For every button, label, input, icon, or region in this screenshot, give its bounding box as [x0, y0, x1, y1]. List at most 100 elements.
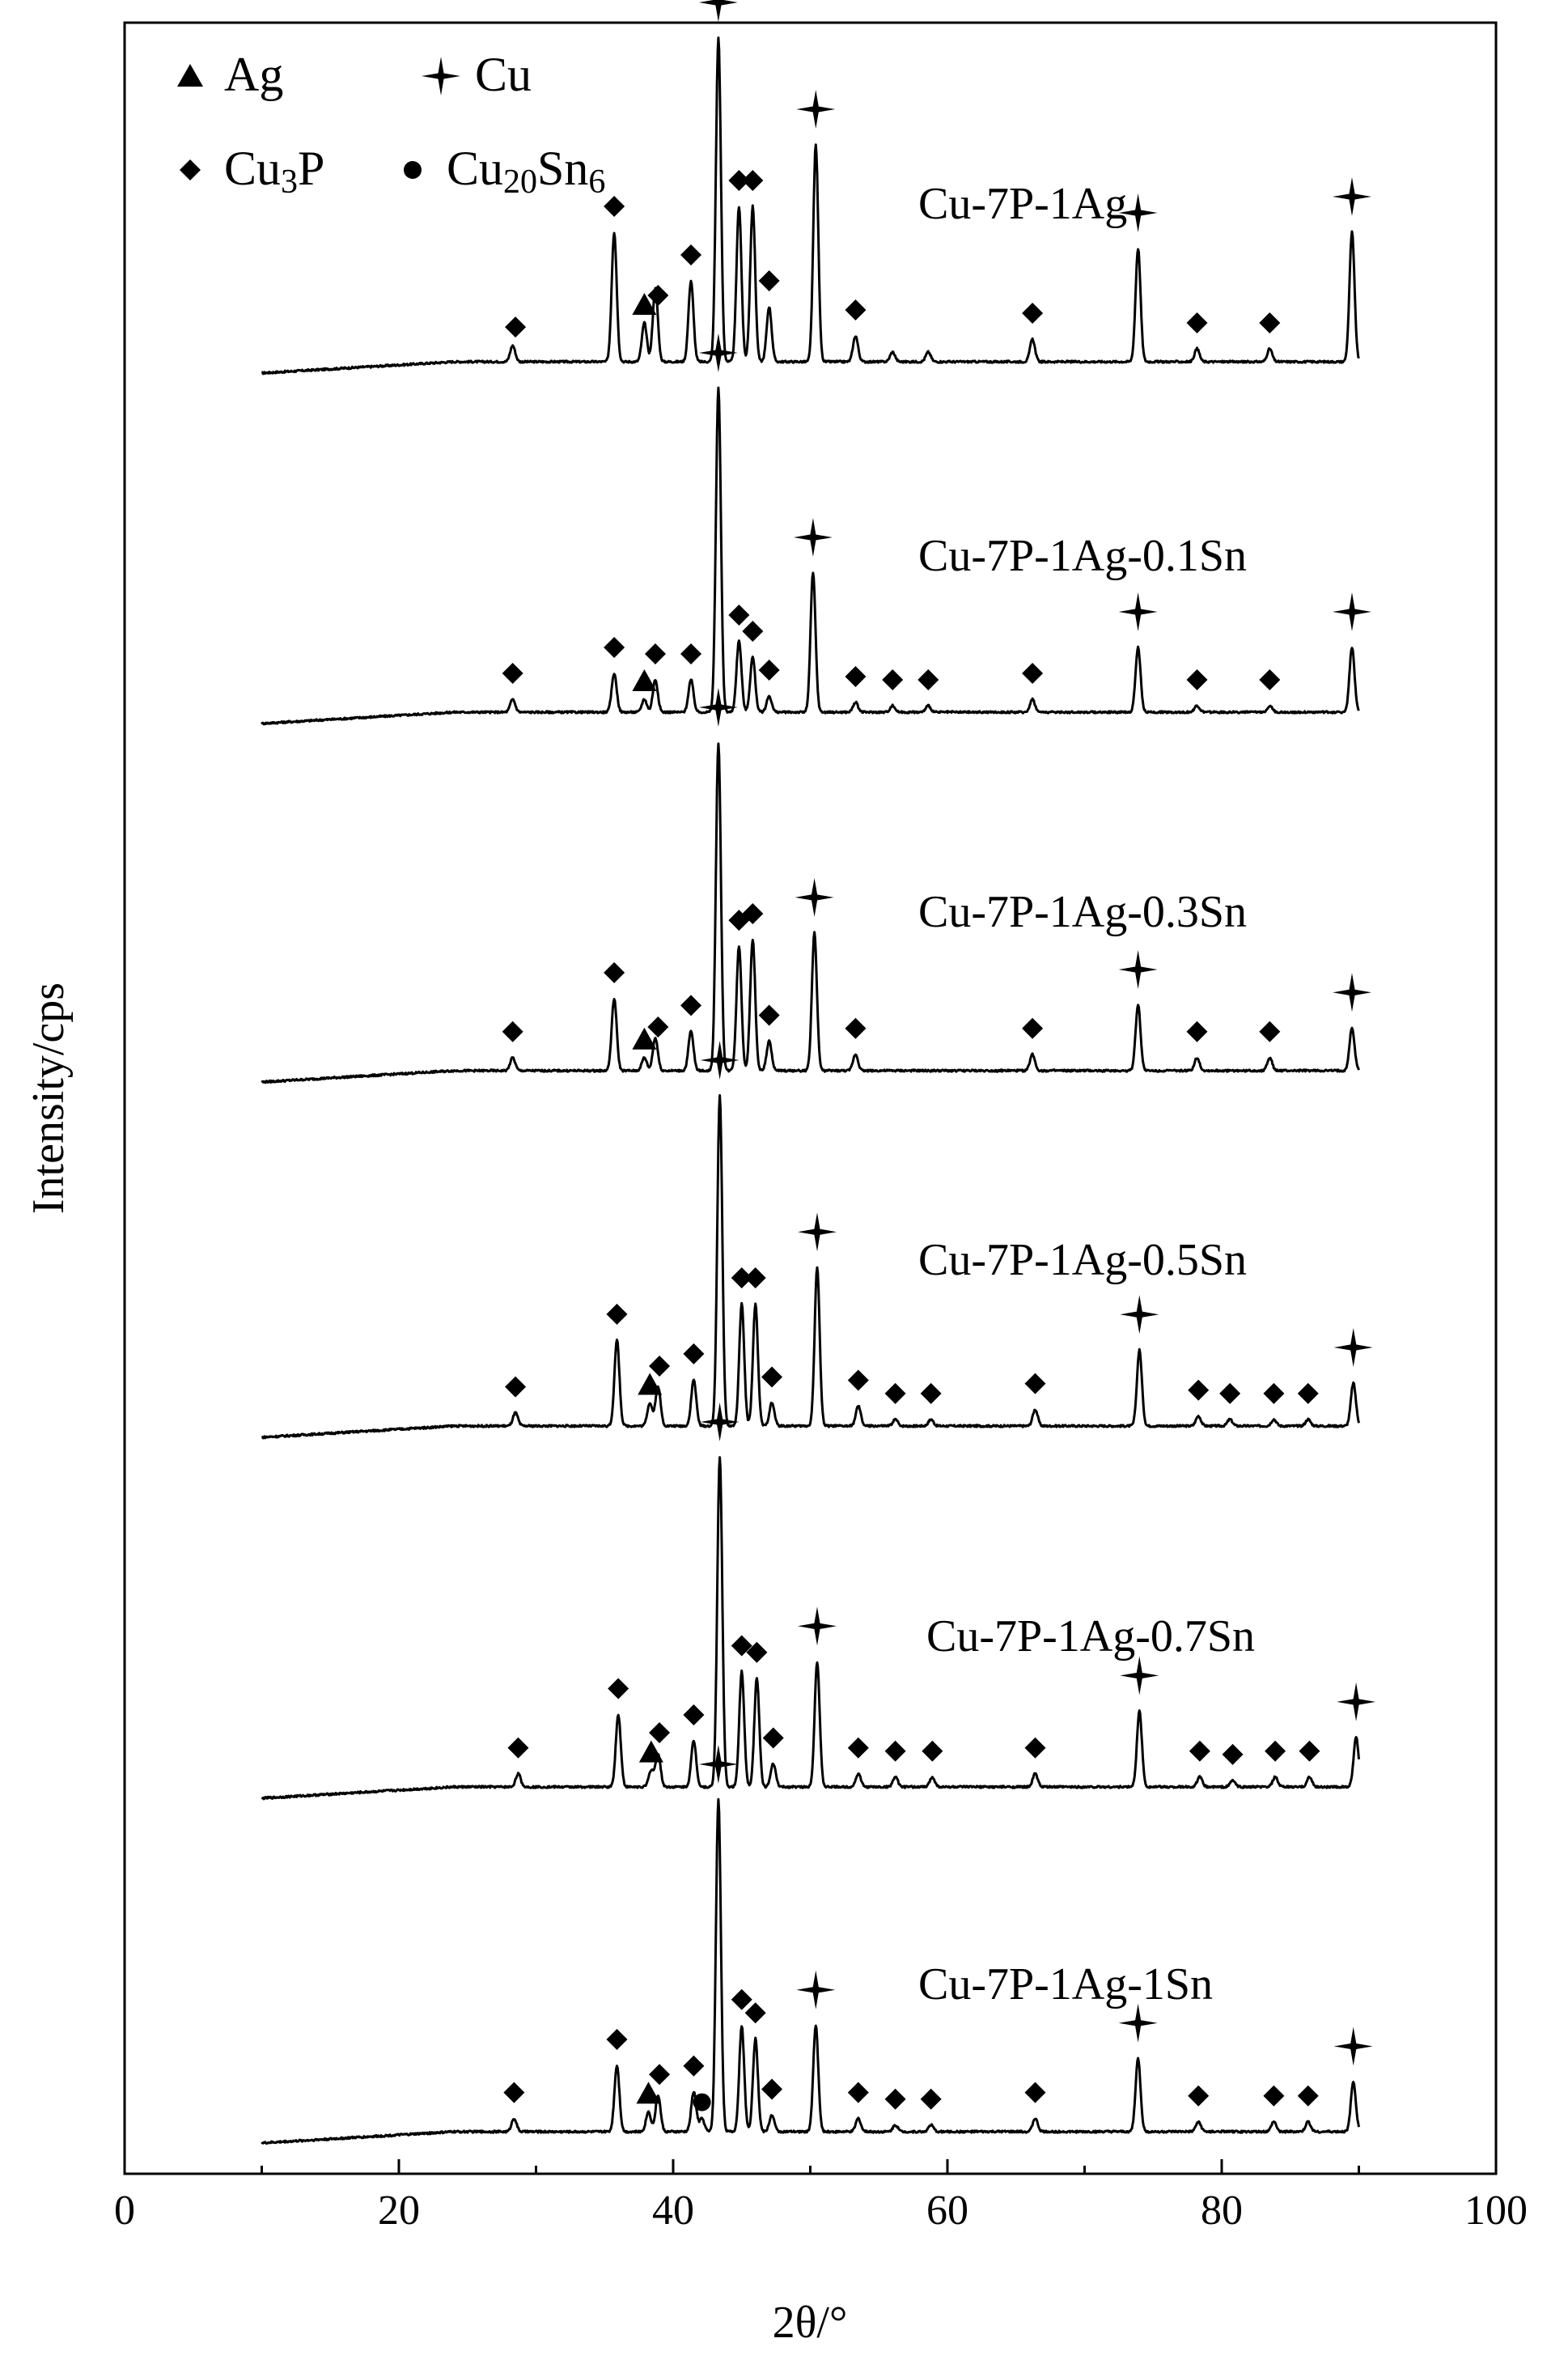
marker-cu3p — [731, 1988, 752, 2010]
marker-cu3p — [502, 1021, 523, 1042]
marker-cu3p — [1022, 663, 1044, 684]
marker-cu3p — [649, 1722, 671, 1744]
marker-cu3p — [884, 1382, 906, 1404]
marker-cu3p — [680, 643, 702, 664]
marker-cu3p — [845, 1017, 867, 1039]
marker-cu — [795, 877, 834, 917]
marker-ag — [632, 293, 657, 315]
marker-cu3p — [680, 995, 702, 1016]
marker-cu3p — [1259, 1021, 1281, 1042]
x-tick-label: 100 — [1464, 2188, 1528, 2234]
marker-cu3p — [1188, 2085, 1210, 2107]
legend-label-text: Sn — [537, 142, 588, 195]
marker-cu3p — [746, 1641, 768, 1663]
legend-label: Ag — [224, 48, 283, 101]
marker-cu — [1333, 2026, 1373, 2066]
legend-label-subscript: 3 — [281, 163, 298, 201]
series-line — [261, 742, 1360, 1084]
marker-cu — [700, 1041, 740, 1080]
marker-cu3p — [847, 1737, 869, 1759]
marker-cu3p — [505, 316, 527, 338]
series-line — [261, 1456, 1360, 1801]
marker-cu3p — [683, 1704, 705, 1726]
marker-cu3p — [1299, 1740, 1320, 1762]
marker-cu3p — [1024, 1373, 1046, 1394]
marker-cu3p — [647, 284, 669, 306]
marker-cu3p — [920, 1382, 942, 1404]
marker-cu3p — [503, 2082, 525, 2103]
marker-cu — [796, 1970, 836, 2009]
marker-cu — [700, 1403, 740, 1441]
marker-cu — [798, 1606, 837, 1646]
marker-cu3p — [1265, 1740, 1286, 1762]
marker-cu3p — [1186, 312, 1208, 333]
marker-cu3p — [649, 2064, 671, 2086]
marker-cu3p — [845, 666, 867, 687]
marker-ag — [638, 1740, 663, 1763]
series-line — [261, 36, 1360, 376]
x-tick-label: 60 — [926, 2188, 968, 2234]
marker-cu3p — [1024, 1737, 1046, 1759]
legend-label: Cu20Sn6 — [447, 142, 605, 201]
series-line — [261, 1797, 1360, 2145]
marker-cu3p — [1186, 1021, 1208, 1042]
marker-cu3p — [604, 196, 625, 217]
marker-cu3p — [507, 1737, 529, 1759]
marker-cu — [1333, 177, 1371, 216]
marker-cu — [1333, 973, 1371, 1012]
legend-marker-cu20sn6 — [404, 161, 422, 179]
marker-cu — [1333, 592, 1371, 631]
marker-cu3p — [884, 2088, 906, 2110]
marker-cu3p — [606, 2029, 628, 2050]
marker-cu3p — [920, 2088, 942, 2110]
legend-label-text: Cu — [224, 142, 281, 195]
marker-cu — [1333, 1328, 1373, 1367]
legend-label-text: Ag — [224, 48, 283, 101]
legend-label-text: Cu — [475, 48, 532, 101]
marker-ag — [636, 2082, 661, 2104]
marker-cu3p — [644, 643, 666, 664]
marker-ag — [632, 1027, 657, 1050]
marker-cu — [798, 1212, 837, 1252]
marker-cu3p — [742, 621, 764, 642]
marker-cu — [1118, 950, 1158, 989]
marker-cu3p — [1024, 2082, 1046, 2103]
marker-cu3p — [742, 903, 764, 924]
series-label: Cu-7P-1Ag-0.3Sn — [918, 887, 1247, 937]
marker-cu3p — [608, 1678, 629, 1700]
marker-cu3p — [1188, 1379, 1210, 1401]
series-labels: Cu-7P-1Ag Cu-7P-1Ag-0.1Sn Cu-7P-1Ag-0.3Sn C… — [918, 179, 1255, 2009]
series-label: Cu-7P-1Ag — [918, 179, 1127, 229]
marker-cu3p — [758, 1004, 780, 1026]
marker-cu — [698, 688, 738, 727]
marker-cu3p — [845, 299, 867, 320]
marker-cu3p — [647, 1016, 669, 1038]
marker-cu3p — [744, 2002, 766, 2024]
legend-marker-ag — [177, 64, 203, 87]
marker-cu3p — [604, 961, 625, 983]
marker-cu3p — [505, 1376, 527, 1398]
series-label: Cu-7P-1Ag-0.5Sn — [918, 1235, 1247, 1285]
marker-cu — [793, 518, 833, 557]
x-axis-title: 2θ/° — [773, 2298, 848, 2348]
x-axis-ticks: 0 20 40 60 80 100 — [114, 2159, 1528, 2234]
marker-cu — [796, 90, 836, 129]
marker-cu3p — [758, 660, 780, 681]
marker-cu3p — [762, 1727, 784, 1749]
marker-cu3p — [683, 1343, 705, 1364]
marker-cu3p — [1022, 1017, 1044, 1039]
marker-cu3p — [1259, 669, 1281, 690]
marker-cu3p — [731, 1635, 752, 1657]
legend-label-text: P — [298, 142, 324, 195]
marker-cu3p — [683, 2055, 705, 2077]
x-tick-label: 80 — [1201, 2188, 1243, 2234]
legend-label-text: Cu — [447, 142, 503, 195]
marker-cu — [698, 0, 738, 22]
legend-label-subscript: 6 — [588, 163, 605, 201]
series-traces — [261, 36, 1360, 2145]
series-line — [261, 1094, 1360, 1440]
marker-cu3p — [1263, 2085, 1285, 2107]
x-tick-label: 0 — [114, 2188, 135, 2234]
